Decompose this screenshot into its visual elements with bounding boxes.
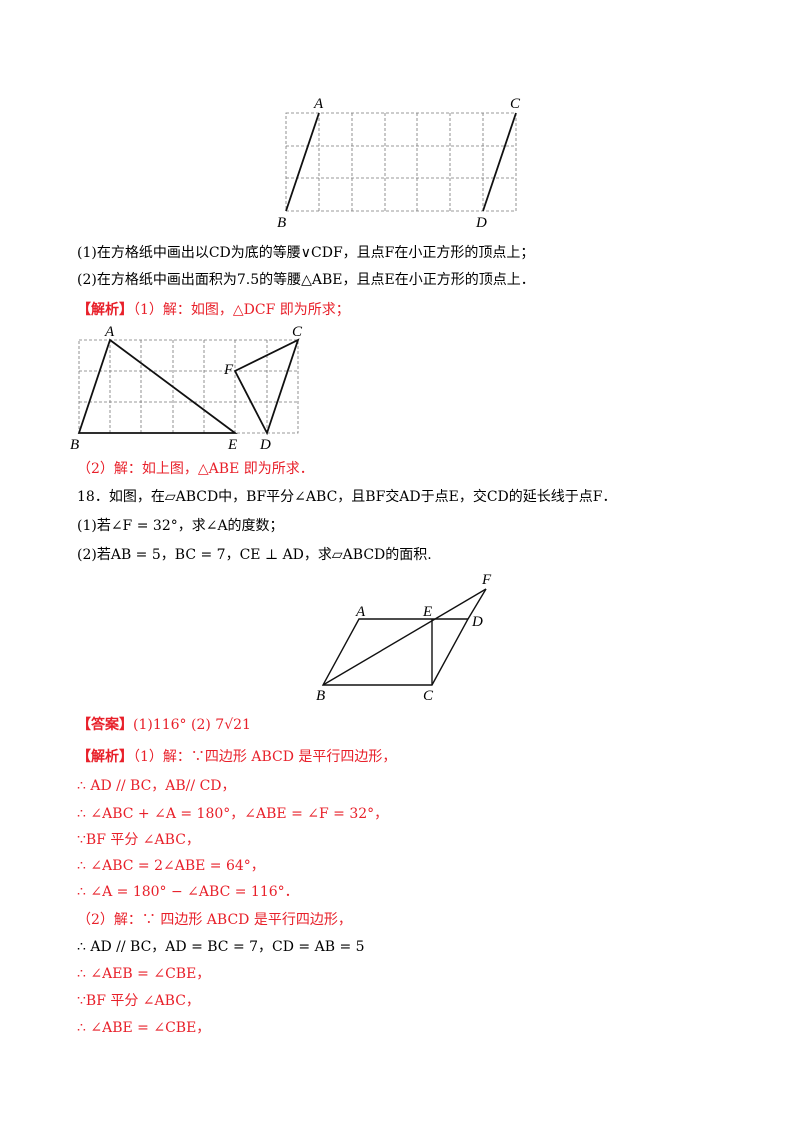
label-e: E: [422, 604, 432, 620]
q18-stem: 18．如图，在▱ABCD中，BF平分∠ABC，且BF交AD于点E，交CD的延长线…: [77, 489, 617, 505]
q17-part1: (1)在方格纸中画出以CD为底的等腰∨CDF，且点F在小正方形的顶点上；: [77, 245, 535, 261]
q17-part2: (2)在方格纸中画出面积为7.5的等腰△ABE，且点E在小正方形的顶点上．: [77, 272, 535, 288]
figure-grid-triangles: A B E C D F: [70, 324, 303, 452]
solution18-line-5: ∴ ∠ABC = 2∠ABE = 64°，: [77, 858, 265, 874]
solution18-line-9: ∴ ∠AEB = ∠CBE，: [77, 966, 211, 982]
figure-parallelogram: A E D F B C: [316, 572, 492, 704]
solution17-part1: 【解析】（1）解：如图，△DCF 即为所求；: [77, 300, 350, 320]
parallelogram-abcd: [321, 618, 470, 686]
solution18-line-8: ∴ AD // BC，AD = BC = 7，CD = AB = 5: [77, 939, 365, 955]
q18-part1: (1)若∠F = 32°，求∠A的度数；: [77, 518, 284, 534]
solution18-line-7: （2）解：∵ 四边形 ABCD 是平行四边形，: [77, 912, 352, 928]
label-a: A: [355, 604, 366, 620]
grid-lines: [78, 339, 299, 434]
segment-cd: [482, 112, 517, 212]
label-b: B: [70, 437, 79, 452]
segment-ab: [285, 112, 320, 212]
label-a: A: [313, 96, 324, 112]
label-f: F: [223, 362, 234, 378]
segment-df: [467, 588, 487, 620]
answer18: 【答案】(1)116° (2) 7√21: [77, 715, 251, 735]
solution17-part2: （2）解：如上图，△ABE 即为所求．: [77, 461, 314, 477]
label-c: C: [423, 688, 434, 704]
q18-part2: (2)若AB = 5，BC = 7，CE ⊥ AD，求▱ABCD的面积.: [77, 547, 432, 563]
label-b: B: [277, 215, 286, 231]
solution18-line-4: ∵BF 平分 ∠ABC，: [77, 832, 200, 848]
label-c: C: [292, 324, 303, 340]
solution18-line-2: ∴ AD // BC，AB// CD，: [77, 778, 236, 794]
answer-tag: 【答案】: [77, 717, 133, 733]
label-f: F: [481, 572, 492, 588]
solution-tag: 【解析】: [77, 749, 133, 765]
label-d: D: [471, 614, 483, 630]
solution18-line-6: ∴ ∠A = 180° − ∠ABC = 116°．: [77, 884, 299, 900]
solution18-line-3: ∴ ∠ABC + ∠A = 180°，∠ABE = ∠F = 32°，: [77, 806, 389, 822]
answer18-value: (1)116° (2) 7√21: [133, 717, 251, 733]
solution18-header: 【解析】（1）解：∵四边形 ABCD 是平行四边形，: [77, 747, 396, 767]
solution18-line-11: ∴ ∠ABE = ∠CBE，: [77, 1020, 211, 1036]
label-c: C: [510, 96, 521, 112]
label-b: B: [316, 688, 325, 704]
triangle-dcf: [233, 338, 300, 436]
label-d: D: [259, 437, 271, 452]
segment-bf: [322, 588, 487, 686]
triangle-abe: [77, 338, 238, 434]
label-d: D: [475, 215, 487, 231]
figure-grid-ab-cd: A B C D: [277, 96, 521, 231]
label-a: A: [104, 324, 115, 340]
solution17-part1-text: （1）解：如图，△DCF 即为所求；: [133, 302, 350, 318]
label-e: E: [227, 437, 237, 452]
solution-tag: 【解析】: [77, 302, 133, 318]
solution18-line-10: ∵BF 平分 ∠ABC，: [77, 993, 200, 1009]
solution18-line-1: （1）解：∵四边形 ABCD 是平行四边形，: [133, 749, 397, 765]
grid-lines: [285, 112, 517, 212]
